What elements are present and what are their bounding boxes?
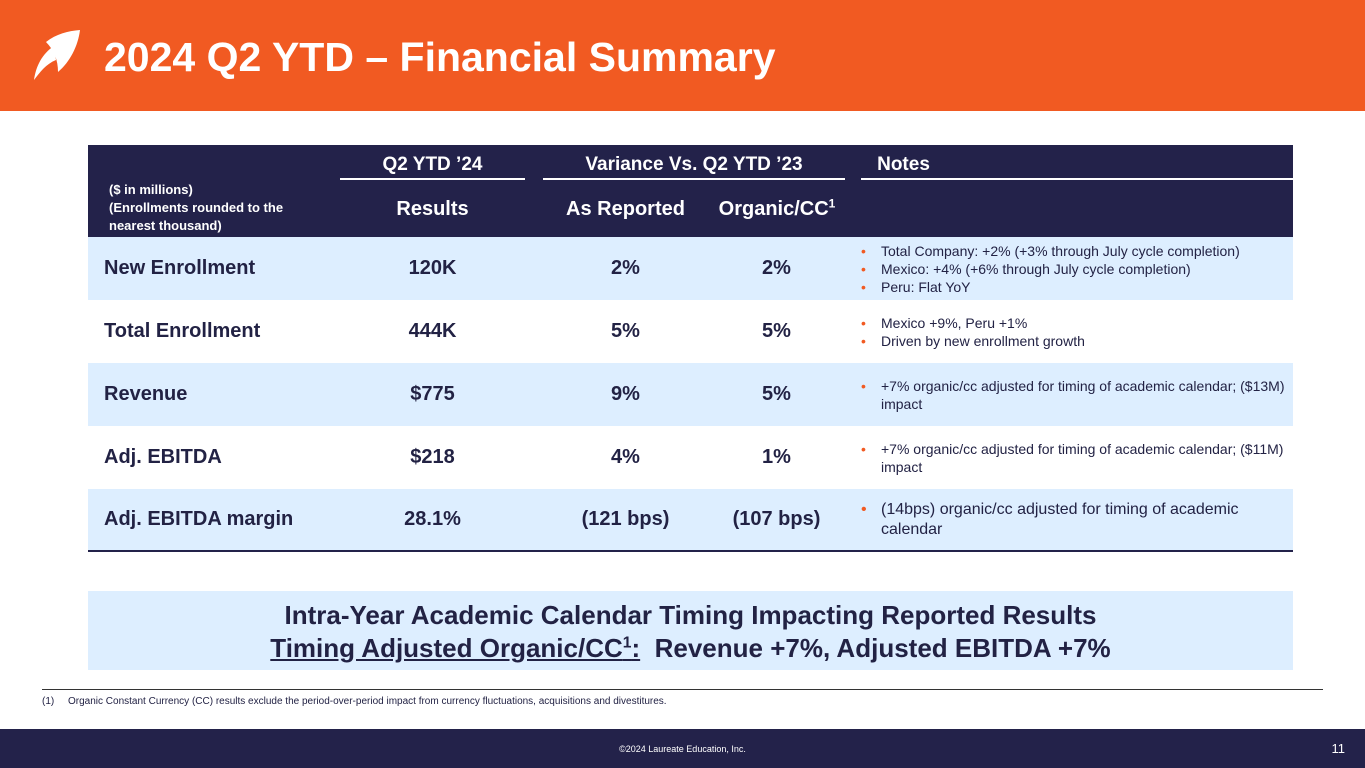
organic-value: 5% xyxy=(762,320,791,342)
as-reported-value: 2% xyxy=(611,257,640,279)
units-note: ($ in millions) (Enrollments rounded to … xyxy=(109,182,284,233)
footnote-number: (1) xyxy=(42,696,55,707)
group-underline-variance xyxy=(543,178,845,180)
row-label: Adj. EBITDA margin xyxy=(104,508,294,530)
organic-value: 1% xyxy=(762,446,791,468)
callout-line-2: Timing Adjusted Organic/CC1: Revenue +7%… xyxy=(88,633,1293,664)
callout-rest-text: Revenue +7%, Adjusted EBITDA +7% xyxy=(640,633,1111,663)
row-label: Adj. EBITDA xyxy=(104,446,222,468)
organic-value: 2% xyxy=(762,257,791,279)
note-item: Peru: Flat YoY xyxy=(861,278,1240,296)
notes-cell: +7% organic/cc adjusted for timing of ac… xyxy=(861,363,1291,426)
results-value: 120K xyxy=(408,257,457,279)
timing-callout: Intra-Year Academic Calendar Timing Impa… xyxy=(88,591,1293,670)
notes-cell: (14bps) organic/cc adjusted for timing o… xyxy=(861,489,1291,550)
column-header-organic: Organic/CC1 xyxy=(718,196,836,220)
table-row-new-enrollment: New Enrollment 120K 2% 2% Total Company:… xyxy=(88,237,1293,300)
table-row-total-enrollment: Total Enrollment 444K 5% 5% Mexico +9%, … xyxy=(88,300,1293,363)
as-reported-value: 4% xyxy=(611,446,640,468)
column-header-results: Results xyxy=(396,198,469,220)
note-item: +7% organic/cc adjusted for timing of ac… xyxy=(861,440,1291,476)
page-number: 11 xyxy=(1331,741,1346,756)
table-row-adj-ebitda: Adj. EBITDA $218 4% 1% +7% organic/cc ad… xyxy=(88,426,1293,489)
note-item: Mexico +9%, Peru +1% xyxy=(861,314,1085,332)
table-row-adj-ebitda-margin: Adj. EBITDA margin 28.1% (121 bps) (107 … xyxy=(88,489,1293,552)
table-row-revenue: Revenue $775 9% 5% +7% organic/cc adjust… xyxy=(88,363,1293,426)
note-item: +7% organic/cc adjusted for timing of ac… xyxy=(861,377,1291,413)
page-title: 2024 Q2 YTD – Financial Summary xyxy=(104,34,776,80)
note-item: Driven by new enrollment growth xyxy=(861,332,1085,350)
title-banner: 2024 Q2 YTD – Financial Summary xyxy=(0,0,1365,111)
note-item: (14bps) organic/cc adjusted for timing o… xyxy=(861,500,1291,540)
as-reported-value: 5% xyxy=(611,320,640,342)
note-item: Mexico: +4% (+6% through July cycle comp… xyxy=(861,260,1240,278)
organic-value: 5% xyxy=(762,383,791,405)
row-label: New Enrollment xyxy=(104,257,256,279)
note-item: Total Company: +2% (+3% through July cyc… xyxy=(861,242,1240,260)
row-label: Revenue xyxy=(104,383,188,405)
callout-line-1: Intra-Year Academic Calendar Timing Impa… xyxy=(284,600,1097,630)
footnote: (1) Organic Constant Currency (CC) result… xyxy=(42,696,667,707)
footnote-text: Organic Constant Currency (CC) results e… xyxy=(68,696,667,707)
notes-cell: Mexico +9%, Peru +1% Driven by new enrol… xyxy=(861,300,1291,363)
results-value: 28.1% xyxy=(404,508,461,530)
copyright: ©2024 Laureate Education, Inc. xyxy=(619,744,746,754)
footer-bar: ©2024 Laureate Education, Inc. 11 xyxy=(0,729,1365,768)
leaf-icon xyxy=(34,30,80,80)
group-header-q2ytd: Q2 YTD ’24 xyxy=(382,154,483,175)
column-header-as-reported: As Reported xyxy=(566,198,685,220)
row-label: Total Enrollment xyxy=(104,320,261,342)
group-underline-q2ytd xyxy=(340,178,525,180)
results-value: 444K xyxy=(408,320,457,342)
as-reported-value: (121 bps) xyxy=(581,508,670,530)
group-underline-notes xyxy=(861,178,1293,180)
table-header: ($ in millions) (Enrollments rounded to … xyxy=(88,145,1293,237)
notes-cell: Total Company: +2% (+3% through July cyc… xyxy=(861,237,1291,300)
callout-underlined-text: Timing Adjusted Organic/CC1: xyxy=(270,633,641,663)
results-value: $218 xyxy=(410,446,455,468)
footnote-divider xyxy=(42,689,1323,690)
group-header-variance: Variance Vs. Q2 YTD ’23 xyxy=(585,154,803,175)
results-value: $775 xyxy=(410,383,455,405)
financial-summary-table: ($ in millions) (Enrollments rounded to … xyxy=(88,145,1293,552)
group-header-notes: Notes xyxy=(877,154,930,175)
as-reported-value: 9% xyxy=(611,383,640,405)
organic-value: (107 bps) xyxy=(732,508,821,530)
notes-cell: +7% organic/cc adjusted for timing of ac… xyxy=(861,426,1291,489)
